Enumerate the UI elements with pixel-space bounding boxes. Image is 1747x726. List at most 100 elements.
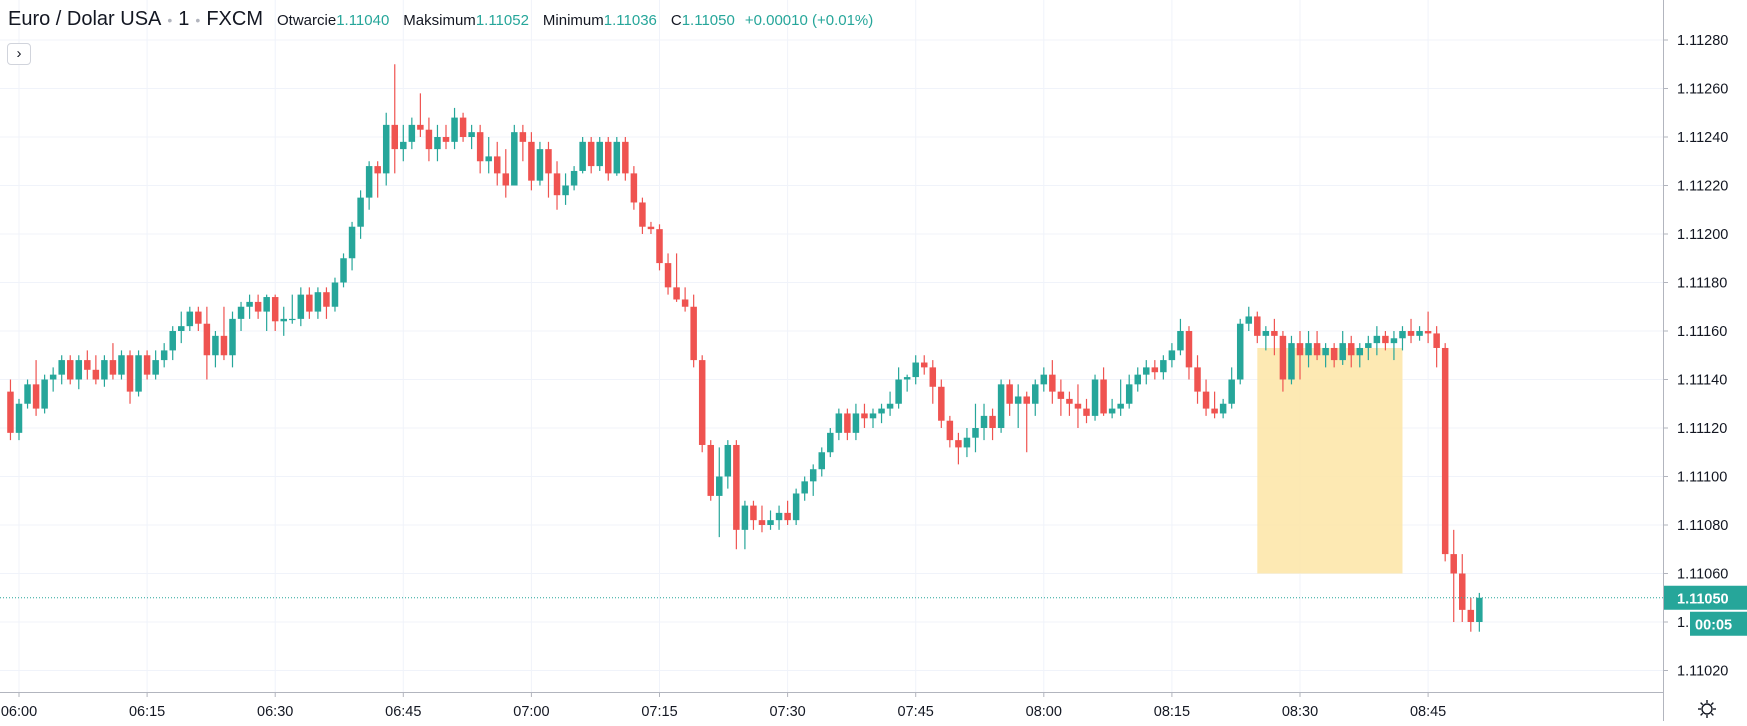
candle-body — [459, 117, 467, 137]
candle-body — [1459, 573, 1466, 610]
candle — [502, 149, 510, 198]
candle-body — [1339, 343, 1346, 361]
candle-body — [1014, 396, 1022, 404]
candle-body — [1151, 367, 1159, 373]
candle — [1074, 384, 1082, 428]
candle — [673, 253, 680, 302]
candle — [818, 447, 826, 477]
candle — [1023, 391, 1030, 453]
candle — [1219, 398, 1227, 419]
candle — [1134, 367, 1141, 392]
candle-body — [562, 185, 569, 196]
candle-body — [664, 263, 672, 288]
candle-body — [229, 318, 236, 356]
candle — [382, 112, 390, 186]
candle-body — [536, 149, 544, 181]
candle-body — [84, 360, 91, 370]
candle-body — [1313, 343, 1321, 356]
candle-body — [596, 141, 603, 167]
candle — [553, 161, 561, 210]
candle — [1143, 360, 1150, 385]
candle-body — [980, 415, 988, 428]
candle — [1125, 374, 1133, 409]
candle-body — [792, 493, 800, 521]
time-tick-label: 06:30 — [257, 704, 293, 720]
candle — [955, 432, 962, 465]
gear-icon[interactable] — [1698, 700, 1716, 718]
candle-body — [741, 505, 749, 530]
candle — [84, 350, 91, 380]
candle-body — [66, 360, 74, 380]
candle — [903, 374, 911, 392]
candle — [1254, 311, 1261, 344]
candle-body — [955, 440, 962, 448]
interval-label[interactable]: 1 — [178, 8, 190, 30]
open-label: Otwarcie — [277, 12, 337, 29]
gear-icon-tooth — [1700, 712, 1704, 716]
candle-body — [707, 444, 714, 496]
candle — [758, 505, 766, 533]
candle — [1108, 398, 1116, 419]
candle — [340, 253, 347, 288]
candle — [1339, 331, 1346, 365]
close-value: 1.11050 — [681, 12, 735, 29]
candle — [220, 306, 228, 361]
candle-body — [1006, 384, 1013, 404]
gear-icon-tooth — [1710, 702, 1714, 706]
symbol-name[interactable]: Euro / Dolar USA — [8, 8, 162, 30]
candle-body — [733, 444, 740, 530]
candle — [1194, 355, 1201, 404]
candle-body — [920, 362, 928, 368]
candle — [1373, 326, 1381, 356]
candle-body — [912, 362, 919, 378]
candle — [852, 403, 860, 441]
candle — [1202, 379, 1210, 416]
candle-body — [306, 294, 313, 312]
candle-body — [528, 141, 535, 181]
candle — [186, 306, 194, 331]
candle — [741, 500, 749, 550]
candle-body — [605, 141, 612, 174]
candle-body — [878, 408, 885, 414]
chevron-right-icon: › — [16, 45, 22, 62]
candle — [801, 476, 808, 501]
candle — [169, 326, 176, 361]
candle — [66, 355, 74, 385]
candle — [1390, 331, 1398, 361]
candle-body — [1134, 374, 1141, 385]
candle — [1177, 318, 1184, 356]
candle — [7, 379, 14, 441]
candle — [1382, 331, 1389, 351]
candle-body — [1211, 408, 1218, 414]
candle — [400, 124, 407, 162]
candle-body — [809, 469, 817, 482]
candle — [579, 137, 586, 174]
candle — [1288, 335, 1295, 385]
candle — [1271, 318, 1278, 356]
candle — [1091, 374, 1099, 421]
candle — [1467, 597, 1475, 632]
candle — [229, 311, 236, 368]
highlight-box-layer — [1257, 347, 1403, 574]
candle — [1407, 318, 1415, 344]
candle-body — [1177, 331, 1184, 351]
candle — [587, 137, 595, 174]
candle — [861, 403, 868, 428]
candle-body — [997, 384, 1005, 428]
candle-body — [1279, 335, 1287, 380]
candle-body — [681, 299, 689, 307]
candle — [809, 464, 817, 496]
candle — [963, 428, 971, 458]
candle-body — [852, 413, 860, 433]
candle-body — [49, 374, 57, 380]
candle-body — [1185, 331, 1193, 368]
collapse-legend-button[interactable]: › — [7, 43, 31, 65]
candle — [408, 117, 416, 150]
candle — [750, 500, 757, 530]
candle — [32, 360, 40, 416]
legend-header: Euro / Dolar USA • 1 • FXCM Otwarcie 1.11… — [8, 8, 873, 34]
candle — [289, 294, 296, 324]
